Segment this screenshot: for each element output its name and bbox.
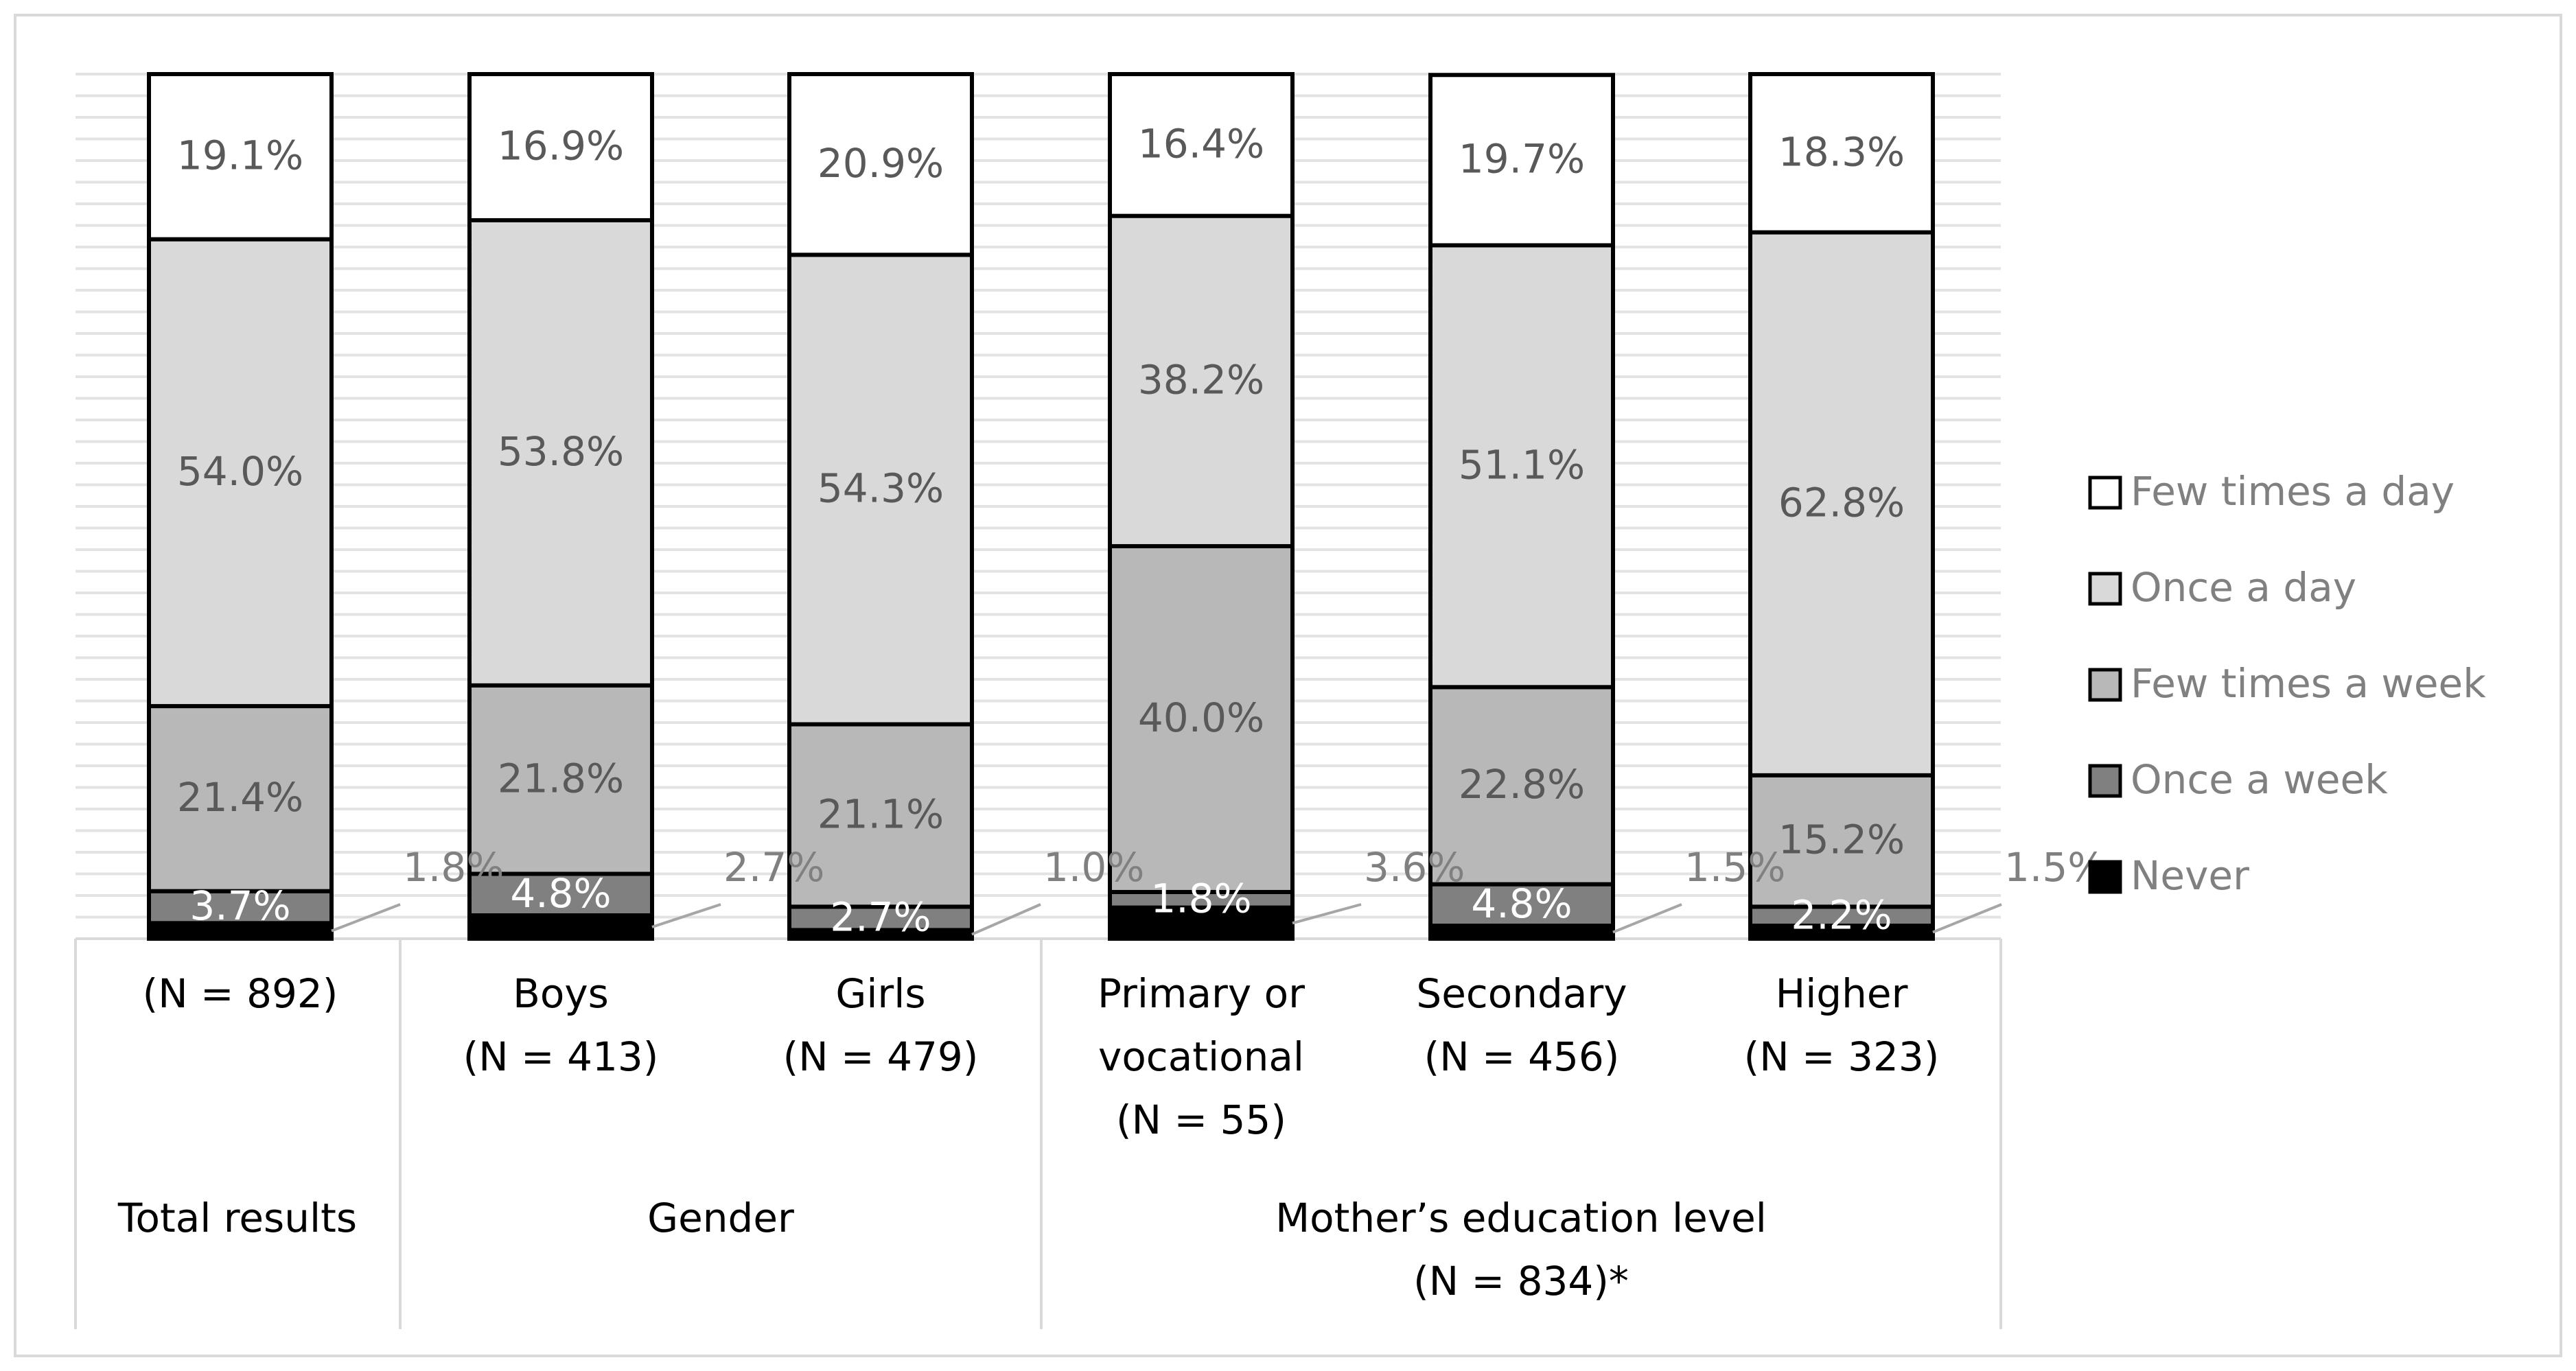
data-label-few-times-a-week: 21.4%	[177, 774, 303, 821]
leader-line	[331, 903, 401, 933]
bar-segment-once-a-day	[787, 253, 974, 727]
bar-segment-once-a-week	[147, 889, 334, 926]
data-label-few-times-a-week: 22.8%	[1459, 761, 1585, 808]
data-label-few-times-a-day: 20.9%	[817, 140, 944, 187]
legend-label-once-a-day: Once a day	[2131, 564, 2356, 611]
category-label: Primary or	[1098, 970, 1305, 1017]
legend-swatch-few-times-a-week	[2088, 668, 2122, 702]
bar-segment-once-a-week	[1748, 904, 1935, 928]
category-label: (N = 413)	[463, 1033, 659, 1080]
category-label: vocational	[1098, 1033, 1304, 1080]
bars	[147, 72, 1935, 941]
bar-segment-few-times-a-week	[787, 722, 974, 909]
bar-segment-never	[467, 913, 654, 941]
category-label: Higher	[1776, 970, 1908, 1017]
bar-segment-few-times-a-week	[1428, 685, 1615, 887]
category-label: Girls	[835, 970, 925, 1017]
category-label: (N = 892)	[143, 970, 338, 1017]
data-labels: 1.8% 3.7% 21.4% 54.0% 19.1% 2.7% 4.8% 21.8% 53.8…	[177, 120, 2105, 940]
bar-segment-once-a-day	[147, 237, 334, 709]
data-label-once-a-week: 1.8%	[1150, 875, 1251, 922]
legend-label-few-times-a-week: Few times a week	[2131, 660, 2486, 707]
data-label-never: 1.0%	[1043, 844, 1144, 891]
bar-segment-few-times-a-day	[787, 72, 974, 257]
legend-swatch-once-a-week	[2088, 764, 2122, 798]
data-label-once-a-week: 3.7%	[189, 882, 290, 929]
bar-segment-once-a-day	[1108, 213, 1295, 548]
bar-segment-few-times-a-day	[147, 72, 334, 242]
legend-swatch-once-a-day	[2088, 572, 2122, 606]
gridlines	[76, 73, 2001, 940]
group-label: Gender	[647, 1195, 794, 1241]
group-label: Total results	[117, 1195, 357, 1241]
leader-line	[1612, 903, 1682, 934]
legend-swatch-never	[2088, 860, 2122, 894]
data-label-few-times-a-week: 15.2%	[1778, 817, 1905, 863]
category-label: Boys	[513, 970, 609, 1017]
bar-segment-few-times-a-week	[467, 683, 654, 876]
legend-swatch-few-times-a-day	[2088, 476, 2122, 510]
data-label-few-times-a-week: 21.8%	[498, 755, 624, 801]
category-label: (N = 479)	[783, 1033, 979, 1080]
data-label-few-times-a-day: 16.9%	[498, 123, 624, 169]
category-table: (N = 892) Boys (N = 413) Girls (N = 479) Prim…	[74, 937, 2002, 1329]
data-label-once-a-day: 38.2%	[1138, 356, 1264, 403]
data-label-once-a-week: 2.2%	[1791, 891, 1892, 938]
leader-line	[1932, 903, 2002, 934]
data-label-once-a-day: 51.1%	[1459, 442, 1585, 489]
data-label-once-a-day: 54.0%	[177, 448, 303, 495]
bar-segment-few-times-a-week	[1748, 773, 1935, 909]
data-label-once-a-day: 53.8%	[498, 428, 624, 475]
bar-segment-few-times-a-day	[1748, 72, 1935, 235]
bar-segment-few-times-a-week	[1108, 543, 1295, 894]
bar-segment-few-times-a-day	[467, 72, 654, 222]
data-label-few-times-a-day: 18.3%	[1778, 128, 1905, 175]
legend-label-never: Never	[2131, 852, 2249, 899]
data-label-never: 1.8%	[403, 844, 504, 891]
category-label: (N = 456)	[1424, 1033, 1620, 1080]
data-label-once-a-week: 2.7%	[830, 893, 931, 940]
data-label-few-times-a-day: 16.4%	[1138, 120, 1264, 167]
bar-segment-once-a-day	[1428, 243, 1615, 690]
data-label-few-times-a-day: 19.7%	[1459, 135, 1585, 182]
data-label-never: 3.6%	[1364, 844, 1465, 891]
data-label-never: 1.5%	[1684, 844, 1785, 891]
legend: Few times a day Once a day Few times a wee…	[2088, 468, 2486, 899]
group-label: Mother’s education level	[1275, 1195, 1767, 1241]
bar-segment-once-a-week	[1428, 882, 1615, 928]
group-label: (N = 834)*	[1413, 1258, 1629, 1304]
data-label-once-a-day: 54.3%	[817, 465, 944, 512]
data-label-few-times-a-day: 19.1%	[177, 132, 303, 178]
data-label-few-times-a-week: 40.0%	[1138, 694, 1264, 741]
data-label-few-times-a-week: 21.1%	[817, 791, 944, 838]
category-label: (N = 55)	[1116, 1097, 1286, 1143]
bar-segment-once-a-day	[467, 218, 654, 688]
bar-segment-few-times-a-day	[1108, 72, 1295, 218]
bar-segment-few-times-a-day	[1428, 73, 1615, 248]
category-label: Secondary	[1416, 970, 1627, 1017]
data-label-once-a-day: 62.8%	[1778, 479, 1905, 526]
leader-line	[651, 903, 721, 928]
data-label-once-a-week: 4.8%	[510, 870, 611, 917]
data-label-once-a-week: 4.8%	[1471, 880, 1572, 927]
leader-line	[1292, 903, 1362, 925]
leader-line	[971, 903, 1041, 936]
data-label-never: 2.7%	[723, 844, 824, 891]
category-label: (N = 323)	[1744, 1033, 1940, 1080]
legend-label-few-times-a-day: Few times a day	[2131, 468, 2455, 515]
legend-label-once-a-week: Once a week	[2131, 756, 2388, 803]
